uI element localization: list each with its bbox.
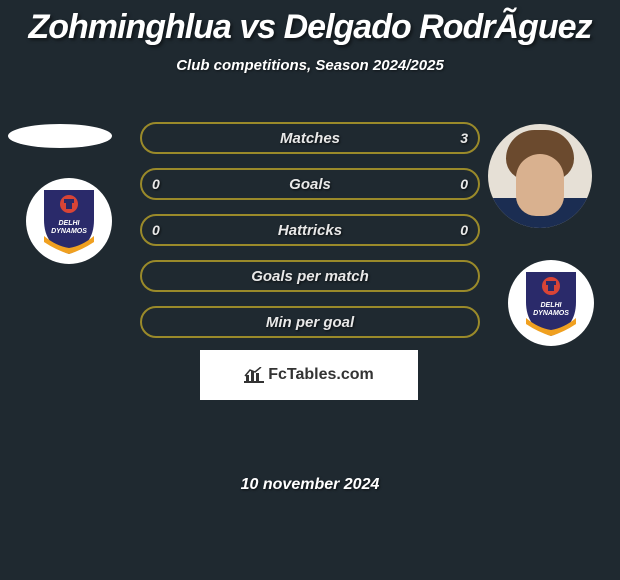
stat-left-value: 0 — [152, 176, 160, 192]
stat-label: Matches — [280, 130, 340, 147]
stat-right-value: 0 — [460, 176, 468, 192]
stat-right-value: 3 — [460, 130, 468, 146]
stat-label: Goals — [289, 176, 331, 193]
stat-rows: Matches 3 0 Goals 0 0 Hattricks 0 Goals … — [140, 122, 480, 352]
crest-left-text: DELHI DYNAMOS — [40, 220, 98, 236]
date-text: 10 november 2024 — [0, 476, 620, 494]
crest-right-text: DELHI DYNAMOS — [522, 302, 580, 318]
stat-label: Goals per match — [251, 268, 369, 285]
page-subtitle: Club competitions, Season 2024/2025 — [0, 57, 620, 74]
fctables-badge[interactable]: FcTables.com — [200, 350, 418, 400]
player-right-avatar — [488, 124, 592, 228]
stat-label: Hattricks — [278, 222, 342, 239]
page-title: Zohminghlua vs Delgado RodrÃ­guez — [0, 0, 620, 47]
stat-left-value: 0 — [152, 222, 160, 238]
stat-label: Min per goal — [266, 314, 354, 331]
team-crest-right: DELHI DYNAMOS — [508, 260, 594, 346]
team-crest-left: DELHI DYNAMOS — [26, 178, 112, 264]
player-left-avatar — [8, 124, 112, 148]
stat-row: Goals per match — [140, 260, 480, 292]
stat-row: Matches 3 — [140, 122, 480, 154]
chart-icon — [244, 367, 264, 383]
stat-row: 0 Hattricks 0 — [140, 214, 480, 246]
stat-row: Min per goal — [140, 306, 480, 338]
stat-right-value: 0 — [460, 222, 468, 238]
stat-row: 0 Goals 0 — [140, 168, 480, 200]
badge-text: FcTables.com — [268, 366, 374, 384]
